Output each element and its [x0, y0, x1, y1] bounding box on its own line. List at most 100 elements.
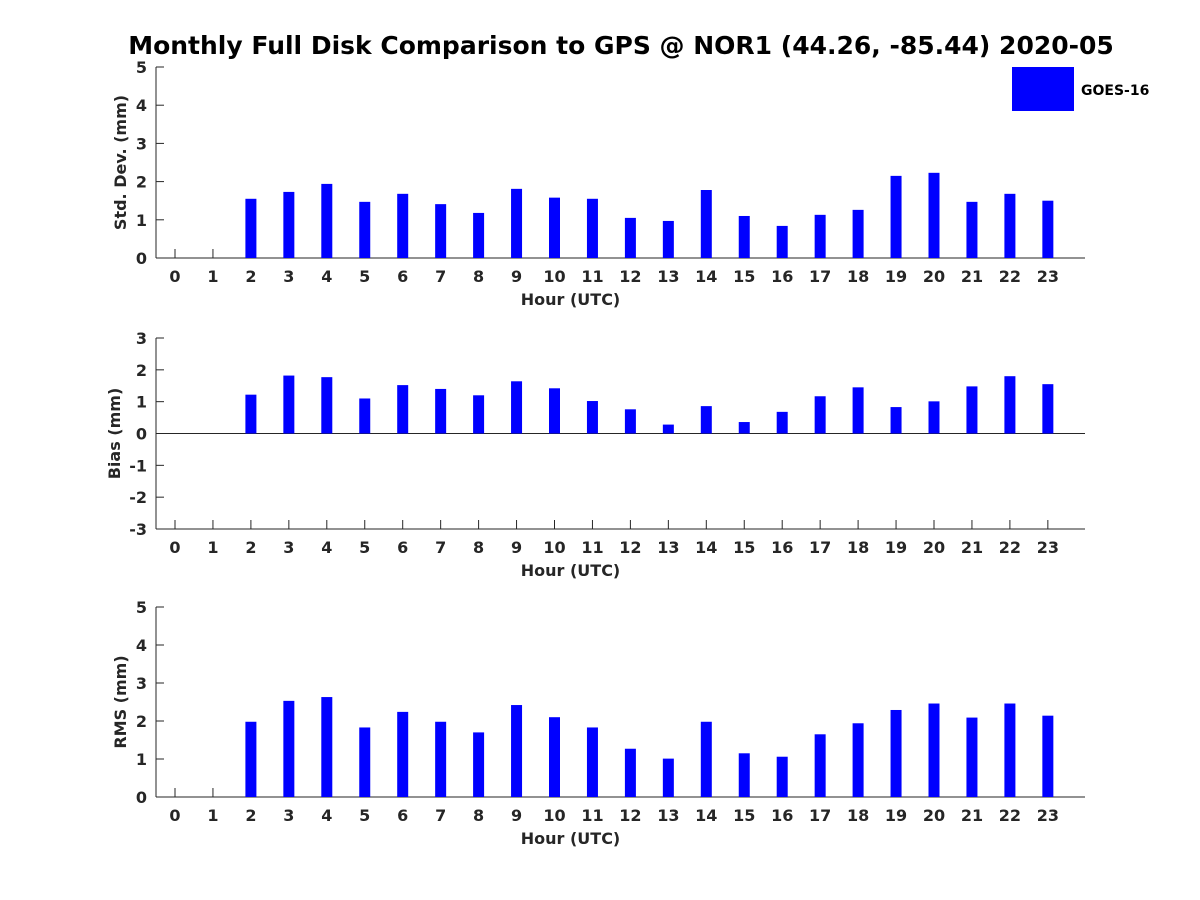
- std-dev-bar: [549, 197, 560, 258]
- bias-x-tick-label: 20: [923, 538, 945, 557]
- rms-bar: [359, 727, 371, 797]
- std-dev-x-tick-label: 17: [809, 267, 831, 286]
- rms-x-tick-label: 21: [961, 806, 983, 825]
- std-dev-bar: [283, 191, 295, 258]
- bias-y-tick-label: -3: [129, 520, 147, 539]
- bias-x-tick-label: 5: [359, 538, 370, 557]
- std-dev-y-tick-label: 1: [136, 211, 147, 230]
- rms-x-tick-label: 22: [999, 806, 1021, 825]
- bias-x-tick-label: 16: [771, 538, 793, 557]
- std-dev-bar: [321, 183, 333, 258]
- rms-bar: [1004, 703, 1016, 797]
- rms-bar: [397, 711, 409, 797]
- std-dev-x-tick-label: 14: [695, 267, 717, 286]
- bias-bar: [890, 407, 902, 434]
- rms-bar: [549, 717, 560, 797]
- rms-bar: [1042, 715, 1054, 797]
- rms-x-tick-label: 11: [581, 806, 603, 825]
- bias-x-tick-label: 10: [543, 538, 565, 557]
- std-dev-bar: [1042, 200, 1054, 258]
- std-dev-x-tick-label: 9: [511, 267, 522, 286]
- bias-x-tick-label: 4: [321, 538, 332, 557]
- std-dev-x-tick-label: 19: [885, 267, 907, 286]
- std-dev-y-tick-label: 4: [136, 96, 147, 115]
- rms-x-tick-label: 7: [435, 806, 446, 825]
- rms-bar: [814, 734, 826, 797]
- bias-bar: [776, 411, 788, 434]
- bias-bar: [852, 387, 864, 434]
- rms-bar: [890, 709, 902, 797]
- rms-x-tick-label: 6: [397, 806, 408, 825]
- rms-x-tick-label: 13: [657, 806, 679, 825]
- bias-bar: [586, 401, 598, 434]
- bias-x-tick-label: 11: [581, 538, 603, 557]
- rms-x-tick-label: 12: [619, 806, 641, 825]
- bias-x-tick-label: 18: [847, 538, 869, 557]
- std-dev-bar: [966, 201, 978, 258]
- bias-y-tick-label: -2: [129, 488, 147, 507]
- bias-bar: [473, 395, 485, 434]
- rms-y-tick-label: 1: [136, 750, 147, 769]
- rms-x-tick-label: 18: [847, 806, 869, 825]
- rms-bar: [511, 705, 523, 797]
- std-dev-bar: [624, 217, 636, 258]
- std-dev-bar: [662, 220, 674, 258]
- bias-x-axis-label: Hour (UTC): [521, 561, 621, 580]
- rms-bar: [245, 721, 257, 797]
- rms-x-tick-label: 9: [511, 806, 522, 825]
- bias-bar: [738, 422, 750, 434]
- rms-x-tick-label: 23: [1037, 806, 1059, 825]
- std-dev-bar: [1004, 193, 1016, 258]
- bias-bar: [435, 388, 447, 434]
- rms-x-tick-label: 4: [321, 806, 332, 825]
- std-dev-x-tick-label: 15: [733, 267, 755, 286]
- bias-bar: [397, 385, 409, 434]
- rms-x-tick-label: 3: [283, 806, 294, 825]
- std-dev-bar: [586, 198, 598, 258]
- std-dev-y-tick-label: 5: [136, 58, 147, 77]
- rms-x-tick-label: 14: [695, 806, 717, 825]
- std-dev-x-tick-label: 13: [657, 267, 679, 286]
- std-dev-x-tick-label: 5: [359, 267, 370, 286]
- bias-x-tick-label: 7: [435, 538, 446, 557]
- rms-x-tick-label: 0: [169, 806, 180, 825]
- rms-bar: [852, 723, 864, 797]
- bias-y-tick-label: 1: [136, 393, 147, 412]
- bias-bar: [511, 381, 523, 434]
- legend: GOES-16: [1012, 67, 1149, 111]
- bias-x-tick-label: 19: [885, 538, 907, 557]
- rms-bar: [776, 756, 788, 797]
- std-dev-y-tick-label: 0: [136, 249, 147, 268]
- rms-bar: [321, 697, 333, 797]
- bias-x-tick-label: 1: [207, 538, 218, 557]
- bias-bar: [814, 396, 826, 434]
- rms-x-tick-label: 10: [543, 806, 565, 825]
- bias-y-tick-label: -1: [129, 456, 147, 475]
- bias-bar: [283, 375, 295, 434]
- std-dev-x-tick-label: 18: [847, 267, 869, 286]
- std-dev-x-tick-label: 7: [435, 267, 446, 286]
- bias-x-tick-label: 13: [657, 538, 679, 557]
- std-dev-y-tick-label: 2: [136, 173, 147, 192]
- std-dev-bar: [700, 190, 712, 258]
- bias-bar: [966, 386, 978, 434]
- std-dev-bar: [473, 212, 485, 258]
- std-dev-x-tick-label: 4: [321, 267, 332, 286]
- rms-x-tick-label: 16: [771, 806, 793, 825]
- rms-y-tick-label: 2: [136, 712, 147, 731]
- std-dev-x-tick-label: 11: [581, 267, 603, 286]
- bias-bar: [928, 401, 940, 434]
- rms-x-tick-label: 19: [885, 806, 907, 825]
- std-dev-x-tick-label: 1: [207, 267, 218, 286]
- std-dev-x-tick-label: 23: [1037, 267, 1059, 286]
- std-dev-bar: [397, 193, 409, 258]
- rms-x-tick-label: 20: [923, 806, 945, 825]
- rms-y-tick-label: 5: [136, 598, 147, 617]
- rms-bar: [283, 700, 295, 797]
- std-dev-y-axis-label: Std. Dev. (mm): [111, 95, 130, 230]
- std-dev-x-tick-label: 10: [543, 267, 565, 286]
- bias-x-tick-label: 22: [999, 538, 1021, 557]
